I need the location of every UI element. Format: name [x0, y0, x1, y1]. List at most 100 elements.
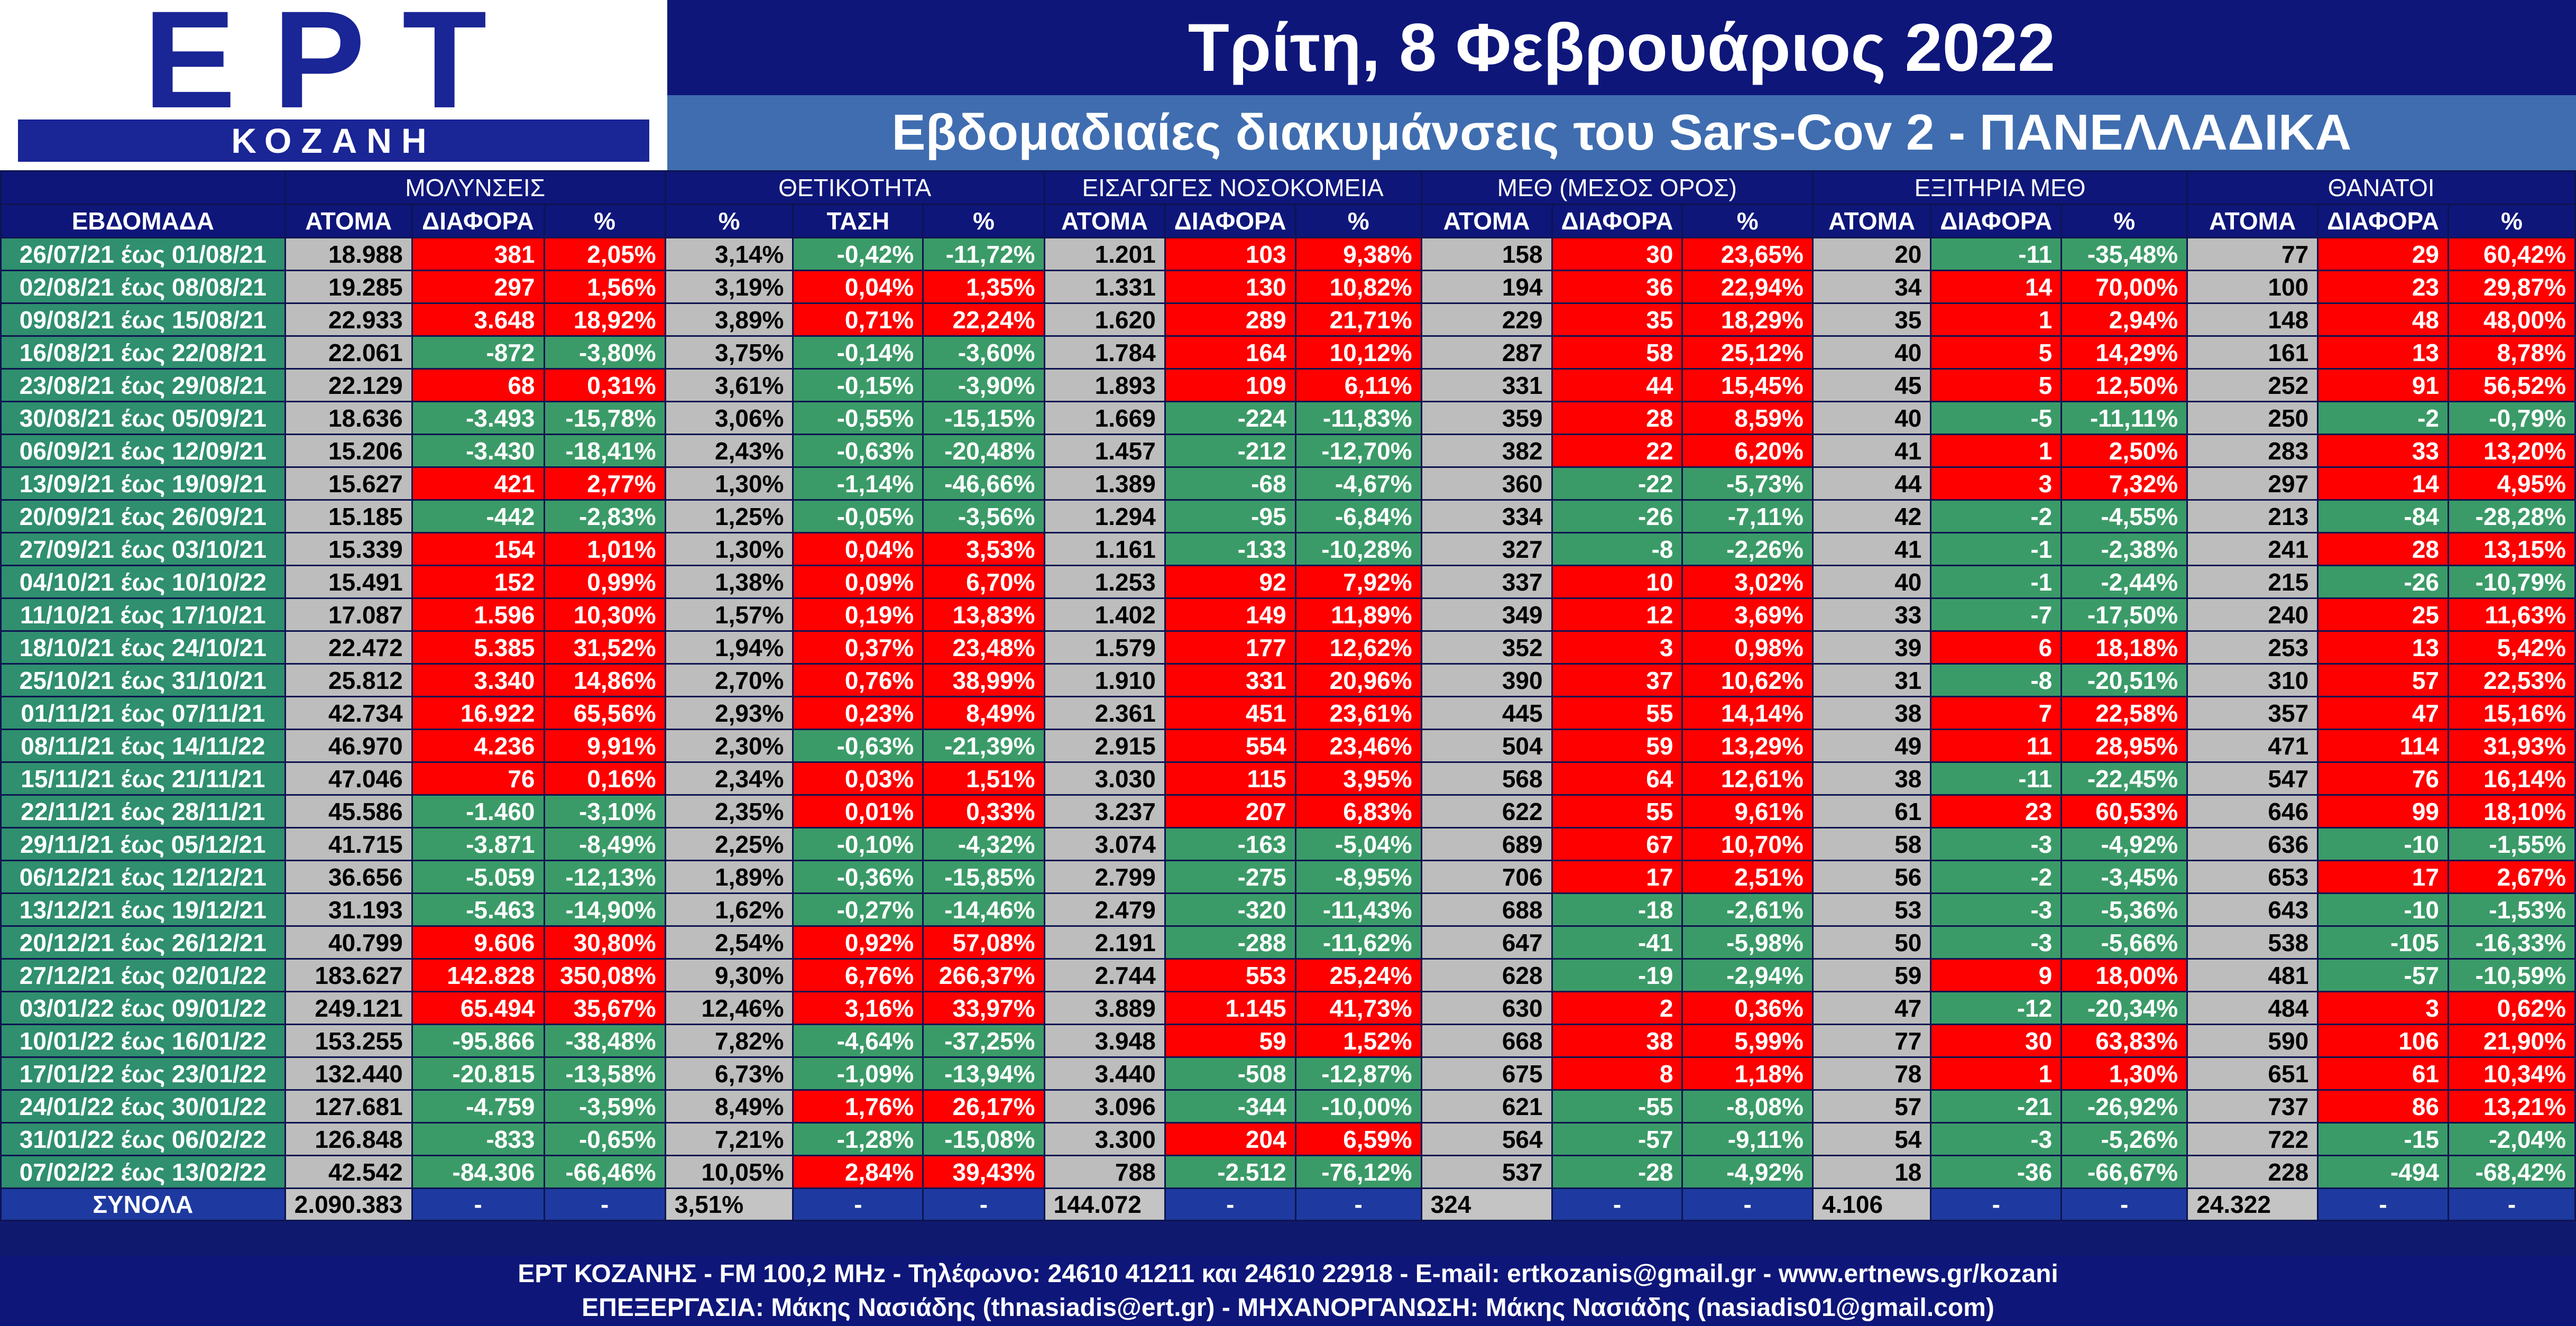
data-cell: 1	[1930, 1056, 2063, 1091]
data-cell: 29	[2317, 237, 2450, 271]
data-cell: 630	[1420, 991, 1553, 1025]
data-cell: -10,28%	[1294, 532, 1422, 566]
data-cell: 564	[1420, 1122, 1553, 1156]
data-cell: -57	[2317, 958, 2450, 992]
data-cell: -320	[1164, 892, 1296, 927]
data-cell: 297	[411, 270, 545, 304]
data-cell: 18,00%	[2060, 958, 2188, 992]
data-cell: 28,95%	[2060, 729, 2188, 763]
data-cell: 668	[1420, 1024, 1553, 1058]
data-cell: 57	[2317, 663, 2450, 697]
data-cell: 28	[1551, 401, 1683, 435]
data-cell: 1.893	[1043, 368, 1166, 402]
data-cell: 334	[1420, 499, 1553, 533]
data-cell: -442	[411, 499, 545, 533]
table-row: 06/09/21 έως 12/09/21 15.206 -3.430 -18,41%…	[0, 434, 2576, 468]
totals-cell: -	[1930, 1187, 2063, 1221]
data-cell: 44	[1551, 368, 1683, 402]
data-cell: 31.193	[284, 892, 413, 927]
table-row: 11/10/21 έως 17/10/21 17.087 1.596 10,30% 1,…	[0, 597, 2576, 632]
data-cell: 6,11%	[1294, 368, 1422, 402]
data-cell: 57	[1811, 1089, 1932, 1124]
data-cell: -18	[1551, 892, 1683, 927]
data-cell: 22,53%	[2448, 663, 2576, 697]
totals-cell: 24.322	[2186, 1187, 2319, 1221]
data-cell: 22.061	[284, 335, 413, 370]
data-cell: 3,53%	[922, 532, 1045, 566]
data-cell: 241	[2186, 532, 2319, 566]
week-cell: 26/07/21 έως 01/08/21	[0, 237, 286, 271]
data-cell: 628	[1420, 958, 1553, 992]
data-cell: 194	[1420, 270, 1553, 304]
data-cell: 2,70%	[664, 663, 794, 697]
week-cell: 01/11/21 έως 07/11/21	[0, 696, 286, 730]
data-cell: 35,67%	[543, 991, 666, 1025]
data-cell: 38	[1811, 696, 1932, 730]
data-cell: 2,77%	[543, 466, 666, 501]
ert-logo: ΕΡΤ ΚΟΖΑΝΗ	[0, 0, 667, 170]
data-cell: -5,66%	[2060, 925, 2188, 960]
data-cell: 2,30%	[664, 729, 794, 763]
column-header-row: ΕΒΔΟΜΑΔΑ ΑΤΟΜΑ ΔΙΑΦΟΡΑ%% ΤΑΣΗ% ΑΤΟΜΑ ΔΙΑΦΟΡΑ%…	[0, 204, 2576, 238]
data-cell: -11	[1930, 761, 2063, 796]
data-cell: 537	[1420, 1155, 1553, 1189]
data-cell: -6,84%	[1294, 499, 1422, 533]
week-cell: 11/10/21 έως 17/10/21	[0, 597, 286, 632]
data-cell: 50	[1811, 925, 1932, 960]
data-cell: 8,59%	[1681, 401, 1814, 435]
data-cell: 68	[411, 368, 545, 402]
data-cell: 10,62%	[1681, 663, 1814, 697]
data-cell: 67	[1551, 827, 1683, 861]
week-cell: 27/12/21 έως 02/01/22	[0, 958, 286, 992]
data-cell: -3	[1930, 1122, 2063, 1156]
data-cell: -275	[1164, 860, 1296, 894]
data-cell: 13,15%	[2448, 532, 2576, 566]
data-cell: 2,43%	[664, 434, 794, 468]
totals-row: ΣΥΝΟΛΑ 2.090.383- -3,51% - -144.072- -324- -4.…	[0, 1187, 2576, 1221]
data-cell: -5,26%	[2060, 1122, 2188, 1156]
data-cell: -5	[1930, 401, 2063, 435]
data-cell: -66,67%	[2060, 1155, 2188, 1189]
footer: ΕΡΤ ΚΟΖΑΝΗΣ - FM 100,2 MHz - Τηλέφωνο: 2…	[0, 1256, 2576, 1326]
data-cell: -37,25%	[922, 1024, 1045, 1058]
data-cell: 2,05%	[543, 237, 666, 271]
data-cell: 149	[1164, 597, 1296, 632]
data-cell: 451	[1164, 696, 1296, 730]
week-cell: 30/08/21 έως 05/09/21	[0, 401, 286, 435]
week-cell: 17/01/22 έως 23/01/22	[0, 1056, 286, 1091]
data-cell: 53	[1811, 892, 1932, 927]
data-cell: 2,50%	[2060, 434, 2188, 468]
data-cell: 547	[2186, 761, 2319, 796]
data-cell: 722	[2186, 1122, 2319, 1156]
data-cell: 14,29%	[2060, 335, 2188, 370]
data-cell: 26,17%	[922, 1089, 1045, 1124]
data-cell: 3,02%	[1681, 565, 1814, 599]
data-cell: -0,65%	[543, 1122, 666, 1156]
data-cell: -8	[1551, 532, 1683, 566]
data-cell: -19	[1551, 958, 1683, 992]
data-cell: 23,61%	[1294, 696, 1422, 730]
data-cell: 12,61%	[1681, 761, 1814, 796]
data-cell: -28,28%	[2448, 499, 2576, 533]
data-cell: 1,01%	[543, 532, 666, 566]
data-cell: 22,24%	[922, 302, 1045, 337]
data-cell: -0,63%	[792, 434, 924, 468]
data-cell: 504	[1420, 729, 1553, 763]
data-cell: 1.294	[1043, 499, 1166, 533]
data-cell: 1.620	[1043, 302, 1166, 337]
data-cell: -5.463	[411, 892, 545, 927]
group-header: ΘΑΝΑΤΟΙ	[2186, 170, 2576, 205]
data-cell: 64	[1551, 761, 1683, 796]
data-cell: 42.542	[284, 1155, 413, 1189]
column-header: ΔΙΑΦΟΡΑ	[2317, 204, 2450, 238]
footer-credits: ΕΠΕΞΕΡΓΑΣΙΑ: Μάκης Νασιάδης (thnasiadis@…	[582, 1294, 1994, 1322]
data-cell: 6,70%	[922, 565, 1045, 599]
page-subtitle: Εβδομαδιαίες διακυμάνσεις του Sars-Cov 2…	[667, 95, 2576, 170]
data-cell: -12	[1930, 991, 2063, 1025]
data-cell: -95	[1164, 499, 1296, 533]
data-cell: 158	[1420, 237, 1553, 271]
data-cell: 78	[1811, 1056, 1932, 1091]
data-cell: -1.460	[411, 794, 545, 828]
data-cell: 1	[1930, 434, 2063, 468]
data-cell: 14	[2317, 466, 2450, 501]
